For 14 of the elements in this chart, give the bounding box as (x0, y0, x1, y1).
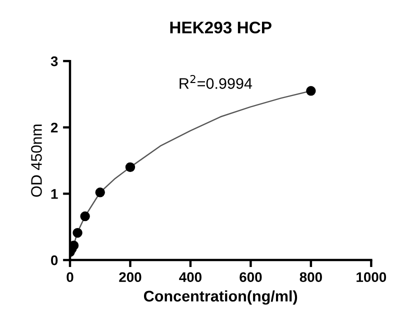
chart-title: HEK293 HCP (170, 22, 272, 34)
x-tick-label: 400 (179, 272, 202, 282)
y-tick-label: 3 (50, 56, 58, 66)
y-axis-title: OD 450nm (31, 124, 42, 197)
y-tick-label: 0 (51, 255, 58, 266)
y-tick-label: 2 (50, 122, 58, 132)
x-axis-title: Concentration(ng/ml) (144, 290, 298, 305)
x-tick-label: 0 (66, 272, 74, 282)
x-tick-label: 200 (119, 272, 142, 282)
x-tick-label: 1000 (356, 272, 386, 282)
x-tick-label: 800 (300, 272, 322, 282)
annotation: R$^{2}$=0.9994 (180, 75, 252, 89)
x-tick-label: 600 (240, 272, 262, 282)
y-tick-label: 1 (51, 189, 58, 199)
